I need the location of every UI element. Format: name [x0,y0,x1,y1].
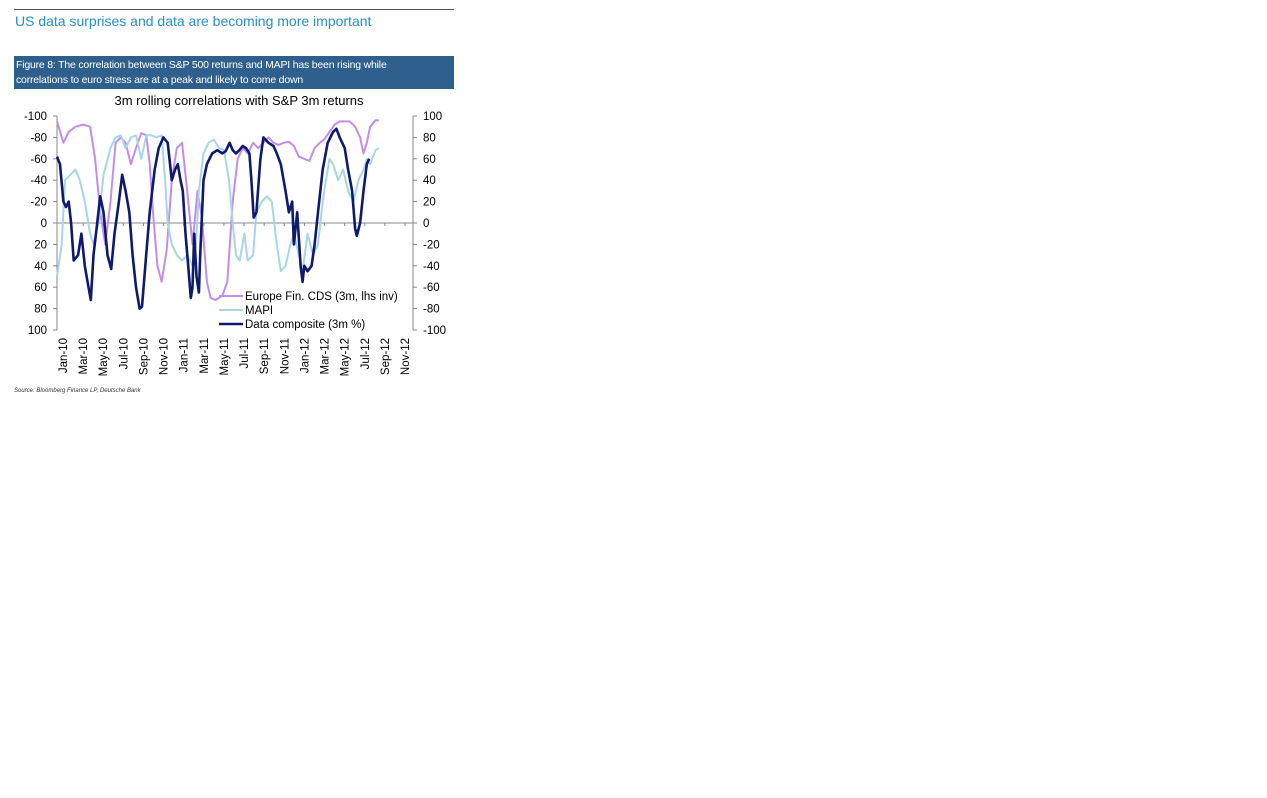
x-axis-tick-label: May-10 [98,338,110,376]
x-axis-tick-label: Sep-10 [138,338,150,375]
legend-label: MAPI [245,305,273,317]
x-axis-tick-label: Jul-11 [239,338,251,368]
right-axis-tick-label: -60 [423,282,440,294]
left-axis-tick-label: 0 [41,218,47,230]
left-axis-tick-label: 20 [34,239,47,251]
x-axis-tick-label: Jan-10 [58,338,70,373]
right-axis-tick-label: -20 [423,239,440,251]
x-axis-tick-label: Nov-10 [159,338,171,375]
x-axis-tick-label: Jan-12 [299,338,311,373]
left-axis-tick-label: 80 [34,304,47,316]
left-axis-tick-label: -60 [30,154,47,166]
right-axis-tick-label: 60 [423,154,436,166]
section-title: US data surprises and data are becoming … [15,13,372,29]
left-axis-tick-label: -100 [24,111,47,123]
right-axis-tick-label: 80 [423,132,436,144]
right-axis-tick-label: -100 [423,325,446,337]
figure-caption-line-1: Figure 8: The correlation between S&P 50… [16,59,387,71]
right-axis-tick-label: -40 [423,261,440,273]
right-axis-tick-label: 100 [423,111,442,123]
chart-axes: -100 -80 -60 -40 -20 0 20 40 60 80 100 100 80 60 40 20 0… [24,111,446,376]
x-axis-tick-label: Nov-12 [400,338,412,375]
chart-legend: Europe Fin. CDS (3m, lhs inv) MAPI Data co… [219,291,398,331]
x-axis-tick-label: May-12 [340,338,352,376]
top-rule [14,9,454,10]
left-axis-tick-label: -40 [30,175,47,187]
figure-caption-line-2: correlations to euro stress are at a pea… [16,74,303,86]
left-axis-tick-label: 60 [34,282,47,294]
correlation-line-chart: 3m rolling correlations with S&P 3m retu… [24,93,446,376]
x-axis-tick-label: Mar-10 [78,338,90,374]
series-line-mapi [56,134,380,277]
x-axis-tick-label: Mar-11 [199,338,211,374]
figure-source: Source: Bloomberg Finance LP, Deutsche B… [14,388,141,394]
left-axis-tick-label: -80 [30,132,47,144]
x-axis-tick-label: Nov-11 [279,338,291,374]
chart-series [55,119,380,310]
x-axis-tick-label: Jan-11 [179,338,191,372]
right-axis-tick-label: -80 [423,304,440,316]
left-axis-tick-label: -20 [30,197,47,209]
right-axis-tick-label: 0 [423,218,429,230]
x-axis-tick-label: Jul-12 [360,338,372,369]
left-axis-tick-label: 100 [28,325,47,337]
right-axis-tick-label: 40 [423,175,436,187]
x-axis-tick-label: Mar-12 [320,338,332,374]
series-line-data-composite-3m [55,127,371,310]
figure-caption: Figure 8: The correlation between S&P 50… [14,56,454,89]
legend-label: Europe Fin. CDS (3m, lhs inv) [245,291,398,303]
x-axis-tick-label: Jul-10 [118,338,130,369]
left-axis-tick-label: 40 [34,261,47,273]
chart-title: 3m rolling correlations with S&P 3m retu… [114,93,364,108]
x-axis-tick-label: May-11 [219,338,231,376]
legend-label: Data composite (3m %) [245,319,365,331]
right-axis-tick-label: 20 [423,197,436,209]
x-axis-tick-label: Sep-11 [259,338,271,374]
x-axis-tick-label: Sep-12 [380,338,392,375]
